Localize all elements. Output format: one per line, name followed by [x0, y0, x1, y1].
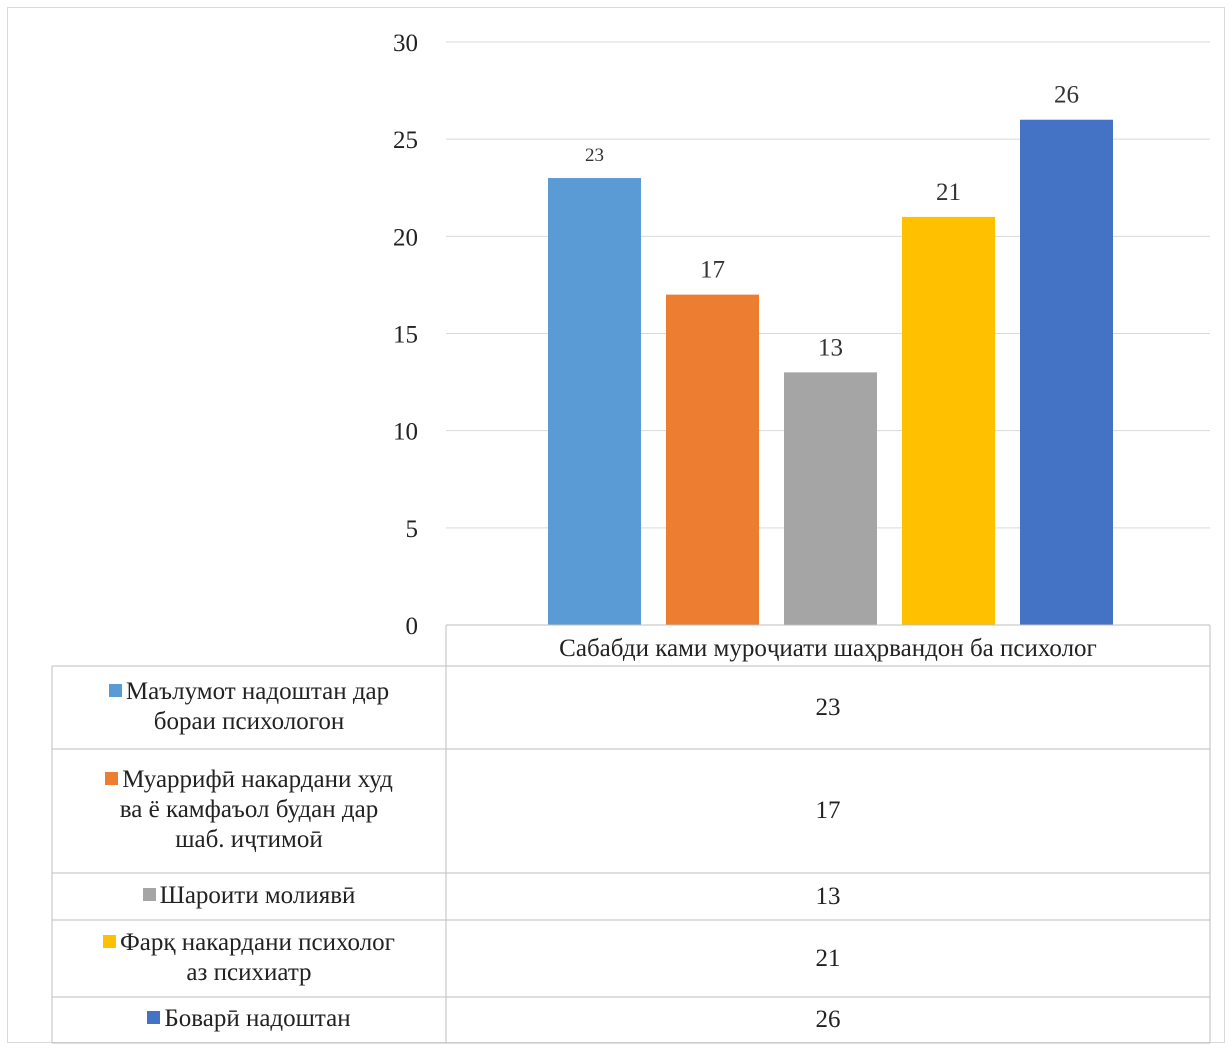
- legend-entry-line: Боварӣ надоштан: [56, 1004, 442, 1034]
- data-table-lines: [51, 624, 1211, 1044]
- legend-entry-text: Шароити молиявӣ: [159, 881, 356, 909]
- table-value: 13: [815, 882, 841, 910]
- legend-entry-text: Маълумот надоштан дар: [125, 677, 390, 705]
- bar-data-label: 17: [700, 257, 725, 284]
- bar: [1020, 119, 1113, 625]
- legend-entry-text: шаб. иҷтимоӣ: [175, 826, 323, 853]
- legend-entry: Фарқ накардани психолог аз психиатр: [56, 928, 442, 988]
- y-axis-tick-labels: 0 5 10 15 20 25 30: [393, 30, 418, 640]
- y-tick-label: 30: [393, 30, 418, 57]
- legend-swatch: [103, 934, 117, 948]
- y-tick-label: 10: [393, 419, 418, 446]
- y-tick-label: 0: [406, 613, 419, 640]
- table-value: 26: [815, 1006, 841, 1033]
- legend-entry-line: Муаррифӣ накардани худ: [56, 765, 442, 795]
- legend-swatch: [142, 887, 156, 901]
- bar: [666, 294, 759, 625]
- legend-swatch: [108, 683, 122, 697]
- legend-entry-line: бораи психологон: [56, 707, 442, 737]
- y-tick-label: 15: [393, 322, 418, 349]
- legend-entry-text: Муаррифӣ накардани худ: [122, 766, 393, 793]
- legend-entry-text: Боварӣ надоштан: [164, 1005, 351, 1032]
- legend-entry-line: Маълумот надоштан дар: [56, 677, 442, 707]
- legend-entry: Маълумот надоштан дар бораи психологон: [56, 677, 442, 737]
- legend-entry-line: ва ё камфаъол будан дар: [56, 795, 442, 825]
- bar-data-label: 26: [1054, 82, 1079, 109]
- bar-data-label: 23: [585, 145, 604, 166]
- legend-entry-text: бораи психологон: [153, 707, 345, 735]
- legend-entry-line: Шароити молиявӣ: [56, 881, 442, 911]
- legend-entry-line: аз психиатр: [56, 958, 442, 988]
- bar-data-label: 13: [818, 334, 843, 361]
- table-value: 17: [815, 797, 841, 824]
- y-tick-label: 5: [406, 516, 419, 543]
- table-value: 21: [815, 944, 841, 972]
- legend-entry: Муаррифӣ накардани худ ва ё камфаъол буда…: [56, 765, 442, 855]
- legend-entry-text: аз психиатр: [186, 958, 312, 986]
- bar: [902, 216, 995, 625]
- bar: [784, 372, 877, 625]
- y-tick-label: 25: [393, 127, 418, 154]
- y-tick-label: 20: [393, 224, 418, 251]
- legend-swatch: [147, 1011, 161, 1024]
- legend-entry-text: Фарқ накардани психолог: [120, 928, 395, 956]
- legend-entry-line: Фарқ накардани психолог: [56, 928, 442, 958]
- legend-swatch: [105, 772, 119, 785]
- legend-entry: Шароити молиявӣ: [56, 881, 442, 911]
- table-value: 23: [815, 693, 841, 721]
- legend-entry-line: шаб. иҷтимоӣ: [56, 825, 442, 855]
- bar: [548, 178, 641, 626]
- legend-entry: Боварӣ надоштан: [56, 1004, 442, 1034]
- legend-entry-text: ва ё камфаъол будан дар: [119, 796, 379, 823]
- data-labels: 23 17 13 21 26: [585, 82, 1079, 362]
- bar-data-label: 21: [936, 179, 961, 206]
- bars: [548, 119, 1113, 626]
- category-label: Сабабди ками муроҷиати шаҳрвандон ба пси…: [559, 635, 1097, 662]
